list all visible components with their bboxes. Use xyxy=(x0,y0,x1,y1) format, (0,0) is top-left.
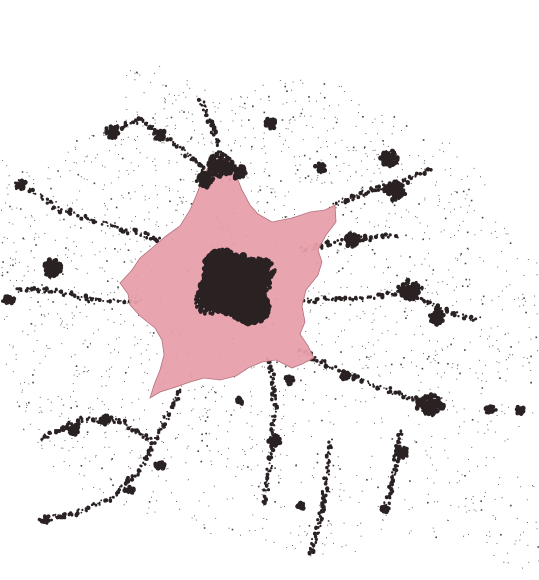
corridor-settlements xyxy=(108,116,206,172)
corridor-settlements xyxy=(40,415,154,444)
urban-cluster xyxy=(483,404,498,415)
urban-cluster xyxy=(206,151,235,179)
urban-cluster xyxy=(14,178,28,192)
urban-cluster xyxy=(194,170,216,190)
urban-cluster xyxy=(381,179,408,203)
urban-cluster xyxy=(42,257,64,279)
urban-cluster xyxy=(39,514,50,525)
urban-cluster xyxy=(378,148,400,169)
urban-cluster xyxy=(393,444,409,460)
urban-cluster xyxy=(414,392,446,418)
urban-cluster xyxy=(228,164,248,181)
urban-cluster xyxy=(266,433,283,448)
corridor-settlements xyxy=(261,357,279,506)
corridor-settlements xyxy=(16,178,161,244)
urban-cluster xyxy=(152,128,167,142)
corridor-settlements xyxy=(15,285,142,305)
urban-cluster xyxy=(514,404,526,416)
urban-cluster xyxy=(339,369,352,382)
corridor-settlements xyxy=(307,438,333,556)
urban-cluster xyxy=(226,284,272,327)
urban-cluster xyxy=(379,504,391,515)
scattered-settlements xyxy=(1,65,539,569)
urban-cluster xyxy=(153,460,167,471)
urban-cluster xyxy=(201,247,247,288)
urban-cluster xyxy=(283,374,296,387)
corridor-settlements xyxy=(37,388,182,523)
urban-cluster xyxy=(313,161,328,175)
corridor-settlements xyxy=(383,429,404,512)
urban-cluster xyxy=(245,256,277,285)
urban-cluster xyxy=(104,124,121,140)
urban-cluster xyxy=(428,310,446,327)
urban-cluster xyxy=(98,413,112,427)
corridor-settlements xyxy=(301,287,482,322)
urban-cluster xyxy=(396,277,424,302)
urban-cluster xyxy=(343,231,362,249)
corridor-settlements xyxy=(297,348,432,407)
corridor-settlements xyxy=(299,232,399,253)
corridor-settlements xyxy=(332,167,433,206)
settlement-dots-layer xyxy=(1,65,539,569)
urban-cluster xyxy=(295,500,306,511)
urban-clusters-layer xyxy=(0,116,526,525)
urban-cluster xyxy=(0,294,17,306)
urban-cluster xyxy=(263,116,278,131)
urban-cluster xyxy=(66,422,81,437)
urban-cluster xyxy=(235,395,244,406)
urban-cluster xyxy=(122,484,136,495)
urban-cluster xyxy=(194,285,229,316)
